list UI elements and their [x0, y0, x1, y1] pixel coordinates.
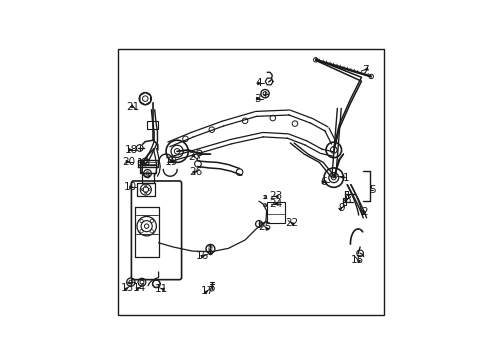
- Text: 11: 11: [154, 284, 168, 293]
- Text: 8: 8: [343, 194, 350, 204]
- Text: 18: 18: [124, 145, 138, 155]
- Text: 13: 13: [121, 283, 134, 293]
- Text: 1: 1: [342, 173, 349, 183]
- Text: 17: 17: [201, 286, 214, 296]
- Text: 10: 10: [124, 183, 137, 192]
- Text: 24: 24: [268, 199, 282, 209]
- Text: 4: 4: [255, 78, 262, 89]
- Text: 19: 19: [164, 157, 178, 167]
- Text: 21: 21: [126, 102, 139, 112]
- Text: 3: 3: [253, 94, 260, 104]
- Text: 12: 12: [136, 158, 149, 168]
- Text: 16: 16: [196, 251, 209, 261]
- Text: 22: 22: [285, 219, 298, 228]
- Text: 25: 25: [258, 222, 271, 232]
- Text: 5: 5: [368, 185, 375, 195]
- Text: 20: 20: [122, 157, 135, 167]
- Text: 7: 7: [362, 64, 368, 75]
- Text: 15: 15: [350, 255, 364, 265]
- Text: 6: 6: [320, 177, 326, 187]
- Text: 23: 23: [268, 192, 282, 202]
- Text: 2: 2: [360, 207, 367, 217]
- Text: 26: 26: [189, 167, 202, 176]
- Bar: [266, 202, 284, 223]
- Text: 27: 27: [187, 152, 201, 162]
- Text: 9: 9: [337, 203, 344, 213]
- Text: 14: 14: [132, 283, 145, 293]
